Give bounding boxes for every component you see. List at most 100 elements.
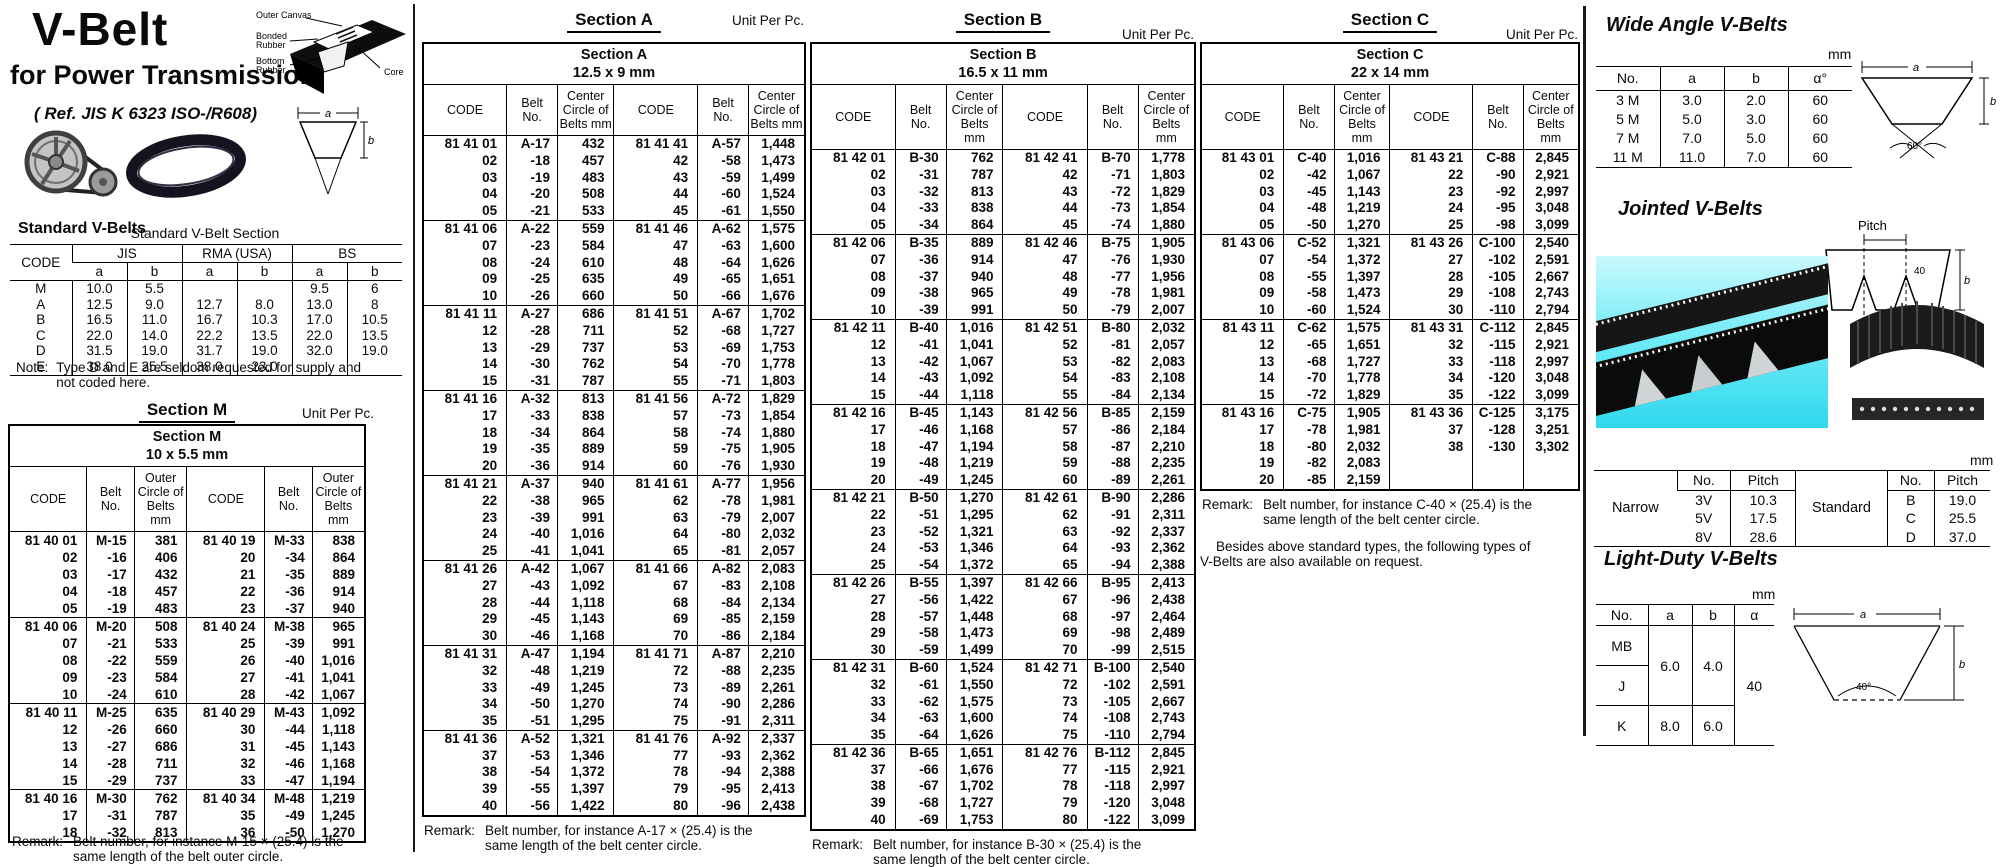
circle-cell: 1,270 bbox=[311, 824, 365, 842]
code-cell: M bbox=[35, 281, 47, 296]
circle-cell: 381 bbox=[133, 531, 187, 549]
circle-cell: 660 bbox=[133, 721, 187, 738]
dimension-cell: 13.5 bbox=[346, 327, 403, 344]
column-header: Belt No. bbox=[697, 84, 749, 136]
circle-cell: 1,092 bbox=[556, 577, 614, 595]
circle-cell: 2,362 bbox=[747, 747, 805, 765]
belt-no-cell: -108 bbox=[1086, 710, 1139, 728]
table-row: 29 -58 1,473 69 -98 2,489 bbox=[811, 625, 1195, 643]
dimension-cell: 10.0 bbox=[71, 280, 127, 297]
table-row: 08 -55 1,397 28 -105 2,667 bbox=[1201, 268, 1579, 286]
table-row: 04 -33 838 44 -73 1,854 bbox=[811, 200, 1195, 218]
code-cell: 77 bbox=[1002, 761, 1088, 779]
circle-cell: 991 bbox=[945, 302, 1003, 320]
belt-no-cell: -128 bbox=[1472, 421, 1524, 439]
belt-no-cell: -71 bbox=[697, 373, 749, 391]
code-cell: 81 41 46 bbox=[613, 220, 698, 238]
code-cell: 81 40 34 bbox=[186, 789, 265, 807]
column-header: Center Circle of Belts mm bbox=[556, 84, 614, 136]
code-cell: 80 bbox=[613, 798, 698, 816]
code-cell: 81 41 31 bbox=[444, 645, 498, 661]
belt-no-cell: -90 bbox=[697, 696, 749, 714]
belt-no-cell: -16 bbox=[86, 549, 135, 566]
table-row: 29 -45 1,143 69 -85 2,159 bbox=[423, 611, 805, 629]
belt-no-cell: -98 bbox=[1086, 625, 1139, 643]
belt-no-cell: B-50 bbox=[894, 489, 947, 507]
table-row: 24 -40 1,016 64 -80 2,032 bbox=[423, 526, 805, 544]
code-cell: 81 43 01 bbox=[1221, 150, 1275, 165]
circle-cell: 2,388 bbox=[747, 764, 805, 782]
code-cell: 22 bbox=[1389, 166, 1473, 184]
code-cell: 31 bbox=[186, 738, 265, 755]
belt-no-cell: -65 bbox=[1283, 336, 1335, 354]
row-group: 81 41 06 A-22 559 81 41 46 A-62 1,575 07 -23 584… bbox=[423, 220, 805, 306]
dimension-cell: 31.5 bbox=[71, 343, 127, 359]
circle-cell: 2,591 bbox=[1137, 676, 1195, 694]
table-row: E 38.0 25.5 38.0 23.0 bbox=[10, 358, 403, 376]
column-header: α° bbox=[1787, 66, 1852, 91]
belt-no-cell: M-20 bbox=[86, 617, 135, 635]
code-cell: 57 bbox=[613, 407, 698, 425]
belt-no-cell: -89 bbox=[1086, 472, 1139, 490]
code-cell: 81 41 56 bbox=[613, 390, 698, 408]
code-cell: 12 bbox=[1259, 336, 1275, 352]
belt-no-cell: -21 bbox=[86, 635, 135, 652]
table-row: 07 -23 584 47 -63 1,600 bbox=[423, 237, 805, 255]
circle-cell: 1,727 bbox=[1333, 353, 1390, 371]
code-cell: 69 bbox=[613, 611, 698, 629]
belt-no-cell: -54 bbox=[894, 557, 947, 575]
belt-no-cell: B-60 bbox=[894, 659, 947, 677]
circle-cell: 2,159 bbox=[1333, 472, 1390, 490]
row-group: 81 42 21 B-50 1,270 81 42 61 B-90 2,286 22 -51 1… bbox=[811, 489, 1195, 575]
circle-cell: 1,016 bbox=[311, 652, 365, 669]
belt-no-cell: A-57 bbox=[697, 135, 749, 153]
table-row: 05 -21 533 45 -61 1,550 bbox=[423, 203, 805, 221]
code-cell: 04 bbox=[482, 186, 498, 202]
belt-no-cell: -35 bbox=[506, 441, 558, 459]
table-row: 03 -45 1,143 23 -92 2,997 bbox=[1201, 183, 1579, 201]
table-row: 09 -38 965 49 -78 1,981 bbox=[811, 285, 1195, 303]
code-cell: 20 bbox=[870, 472, 886, 488]
circle-cell: 2,413 bbox=[1137, 574, 1195, 592]
dimension-cell: 38.0 bbox=[181, 358, 238, 376]
code-cell: 45 bbox=[1002, 217, 1088, 235]
belt-no-cell: B-30 bbox=[894, 149, 947, 167]
table-row: 81 43 11 C-62 1,575 81 43 31 C-112 2,845 bbox=[1201, 319, 1579, 337]
belt-no-cell: -88 bbox=[697, 662, 749, 680]
dimension-cell: 8 bbox=[346, 296, 403, 313]
circle-cell: 2,311 bbox=[1137, 506, 1195, 524]
row-group: 81 41 16 A-32 813 81 41 56 A-72 1,829 17 -33 838… bbox=[423, 390, 805, 476]
code-cell: E bbox=[36, 358, 46, 374]
column-header-row: No. a b α° bbox=[1596, 66, 1852, 91]
code-cell: 22 bbox=[870, 506, 886, 522]
belt-no-cell: A-72 bbox=[697, 390, 749, 408]
belt-no-cell: -19 bbox=[506, 169, 558, 187]
code-cell bbox=[1389, 472, 1473, 490]
table-row: 23 -52 1,321 63 -92 2,337 bbox=[811, 523, 1195, 541]
code-cell: 33 bbox=[482, 679, 498, 695]
belt-no-cell: -74 bbox=[1086, 217, 1139, 235]
circle-cell: 2,311 bbox=[747, 713, 805, 731]
column-header: α bbox=[1733, 604, 1774, 626]
code-cell: 23 bbox=[186, 600, 265, 618]
belt-no-cell: -37 bbox=[264, 600, 313, 618]
table-row: 09 -23 584 27 -41 1,041 bbox=[9, 669, 365, 686]
code-cell: 09 bbox=[482, 271, 498, 287]
code-cell: 70 bbox=[613, 628, 698, 646]
row-group: 81 42 36 B-65 1,651 81 42 76 B-112 2,845 37 -66… bbox=[811, 744, 1195, 830]
belt-no-cell: -26 bbox=[86, 721, 135, 738]
code-cell: 79 bbox=[613, 781, 698, 799]
code-cell: 55 bbox=[613, 373, 698, 391]
belt-no-cell: -49 bbox=[894, 472, 947, 490]
circle-cell: 940 bbox=[945, 268, 1003, 286]
circle-cell: 762 bbox=[556, 356, 614, 374]
code-cell: 81 40 01 bbox=[24, 533, 78, 548]
code-cell: 81 43 36 bbox=[1389, 404, 1473, 422]
circle-cell: 2,007 bbox=[747, 509, 805, 527]
circle-cell: 2,794 bbox=[1137, 727, 1195, 745]
circle-cell: 2,083 bbox=[1333, 455, 1390, 473]
belt-no-cell: -45 bbox=[1283, 183, 1335, 201]
belt-no-cell: -118 bbox=[1086, 778, 1139, 796]
belt-no-cell: -85 bbox=[1283, 472, 1335, 490]
circle-cell: 2,591 bbox=[1522, 251, 1579, 269]
